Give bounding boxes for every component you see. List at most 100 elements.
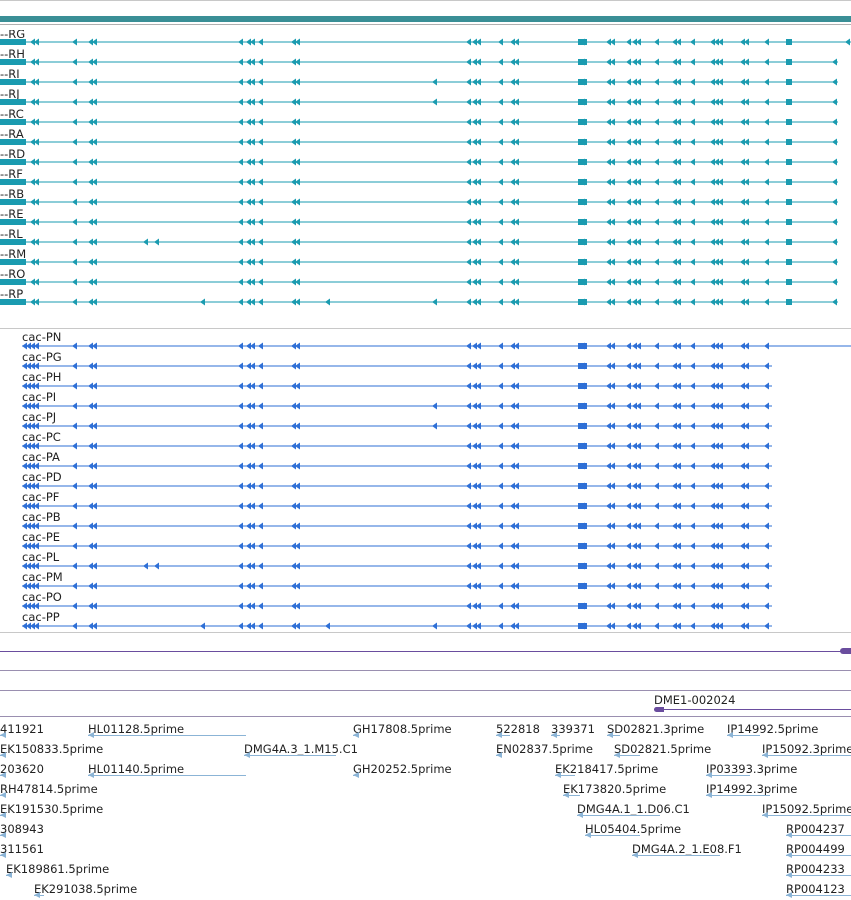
exon-arrow xyxy=(710,218,715,226)
est-feature[interactable]: HL01140.5prime xyxy=(88,758,184,778)
est-feature[interactable]: DMG4A.3_1.M15.C1 xyxy=(244,738,358,758)
protein-row[interactable]: cac-PP xyxy=(22,610,772,629)
end-arrow xyxy=(832,58,837,66)
est-feature[interactable]: EK291038.5prime xyxy=(34,878,137,898)
est-feature[interactable]: RH47814.5prime xyxy=(0,778,98,798)
est-feature[interactable]: 522818 xyxy=(496,718,540,738)
exon-arrow xyxy=(714,258,719,266)
exon-arrow xyxy=(291,278,296,286)
utr-block xyxy=(0,179,26,185)
exon-arrow xyxy=(291,382,296,390)
est-feature[interactable]: 411921 xyxy=(0,718,44,738)
est-arrow-icon xyxy=(496,732,502,738)
exon-arrow xyxy=(34,362,39,370)
est-feature[interactable]: GH17808.5prime xyxy=(353,718,452,738)
est-feature[interactable]: EK173820.5prime xyxy=(563,778,666,798)
est-track[interactable]: 411921 HL01128.5prime GH17808.5prime 522818… xyxy=(0,716,851,900)
coding-block xyxy=(786,79,792,85)
exon-arrow xyxy=(72,522,77,530)
exon-arrow xyxy=(626,402,631,410)
protein-row[interactable]: cac-PC xyxy=(22,430,772,449)
protein-row[interactable]: cac-PA xyxy=(22,450,772,469)
exon-arrow xyxy=(690,218,695,226)
protein-row[interactable]: cac-PB xyxy=(22,510,772,529)
protein-row[interactable]: cac-PG xyxy=(22,350,772,369)
exon-arrow xyxy=(626,622,631,630)
exon-arrow xyxy=(626,462,631,470)
exon-arrow xyxy=(250,462,255,470)
exon-arrow xyxy=(690,622,695,630)
purple-track-1[interactable] xyxy=(0,646,851,658)
exon-arrow xyxy=(72,422,77,430)
protein-row[interactable]: cac-PI xyxy=(22,390,772,409)
exon-arrow xyxy=(498,218,503,226)
est-feature[interactable]: EN02837.5prime xyxy=(496,738,593,758)
exon-arrow xyxy=(92,422,97,430)
protein-row[interactable]: cac-PH xyxy=(22,370,772,389)
protein-row[interactable]: cac-PD xyxy=(22,470,772,489)
est-feature[interactable]: EK150833.5prime xyxy=(0,738,103,758)
est-feature[interactable]: IP15092.3prime xyxy=(762,738,851,758)
est-arrow-icon xyxy=(762,752,768,758)
exon-arrow xyxy=(72,362,77,370)
est-feature[interactable]: RP004237 xyxy=(786,818,845,838)
est-feature[interactable]: EK191530.5prime xyxy=(0,798,103,818)
est-feature[interactable]: 203620 xyxy=(0,758,44,778)
transcript-label: --RI xyxy=(0,67,20,81)
est-feature[interactable]: SD02821.3prime xyxy=(607,718,704,738)
est-feature[interactable]: HL01128.5prime xyxy=(88,718,184,738)
est-feature[interactable]: RP004233 xyxy=(786,858,845,878)
exon-arrow xyxy=(246,422,251,430)
est-feature[interactable]: IP15092.5prime xyxy=(762,798,851,818)
est-feature[interactable]: RP004123 xyxy=(786,878,845,898)
misc-feature[interactable]: DME1-002024 xyxy=(654,694,851,714)
est-feature[interactable]: IP14992.3prime xyxy=(706,778,797,798)
est-feature[interactable]: SD02821.5prime xyxy=(614,738,711,758)
protein-row[interactable]: cac-PM xyxy=(22,570,772,589)
est-feature[interactable]: 311561 xyxy=(0,838,44,858)
est-feature[interactable]: IP03393.3prime xyxy=(706,758,797,778)
transcript-row[interactable]: --RA xyxy=(0,127,838,145)
exon-arrow xyxy=(632,158,637,166)
protein-row[interactable]: cac-PJ xyxy=(22,410,772,429)
protein-row[interactable]: cac-PE xyxy=(22,530,772,549)
exon-arrow xyxy=(580,402,585,410)
est-feature[interactable]: GH20252.5prime xyxy=(353,758,452,778)
protein-label: cac-PJ xyxy=(22,410,56,424)
exon-arrow xyxy=(632,482,637,490)
exon-arrow xyxy=(34,198,39,206)
est-feature[interactable]: DMG4A.2_1.E08.F1 xyxy=(632,838,742,858)
protein-row[interactable]: cac-PN xyxy=(22,330,851,349)
protein-row[interactable]: cac-PF xyxy=(22,490,772,509)
est-feature[interactable]: EK218417.5prime xyxy=(555,758,658,778)
transcript-track[interactable]: --RG --RH --RI --RJ --RC --RA --RD --RF --RB --RE… xyxy=(0,30,851,328)
exon-arrow xyxy=(610,78,615,86)
est-feature[interactable]: IP14992.5prime xyxy=(727,718,818,738)
protein-row[interactable]: cac-PL xyxy=(22,550,772,569)
exon-arrow xyxy=(610,482,615,490)
exon-arrow xyxy=(514,542,519,550)
exon-arrow xyxy=(510,562,515,570)
est-feature[interactable]: 308943 xyxy=(0,818,44,838)
est-feature[interactable]: RP004499 xyxy=(786,838,845,858)
exon-arrow xyxy=(764,602,769,610)
est-feature[interactable]: 339371 xyxy=(551,718,595,738)
est-feature[interactable]: EK189861.5prime xyxy=(6,858,109,878)
exon-arrow xyxy=(606,342,611,350)
exon-arrow xyxy=(291,218,296,226)
protein-track[interactable]: cac-PN cac-PG cac-PH cac-PI cac-PJ cac-PC cac-… xyxy=(0,330,851,632)
est-arrow-icon xyxy=(563,792,569,798)
exon-arrow xyxy=(246,118,251,126)
exon-arrow xyxy=(476,78,481,86)
est-feature[interactable]: DMG4A.1_1.D06.C1 xyxy=(577,798,690,818)
exon-arrow xyxy=(92,562,97,570)
transcript-row[interactable]: --RB xyxy=(0,187,838,205)
est-feature[interactable]: HL05404.5prime xyxy=(585,818,681,838)
transcript-row[interactable]: --RG xyxy=(0,30,851,45)
exon-arrow xyxy=(610,218,615,226)
exon-arrow xyxy=(472,622,477,630)
protein-row[interactable]: cac-PO xyxy=(22,590,772,609)
exon-arrow xyxy=(718,178,723,186)
exon-arrow xyxy=(472,118,477,126)
transcript-row[interactable]: --RO xyxy=(0,267,838,285)
